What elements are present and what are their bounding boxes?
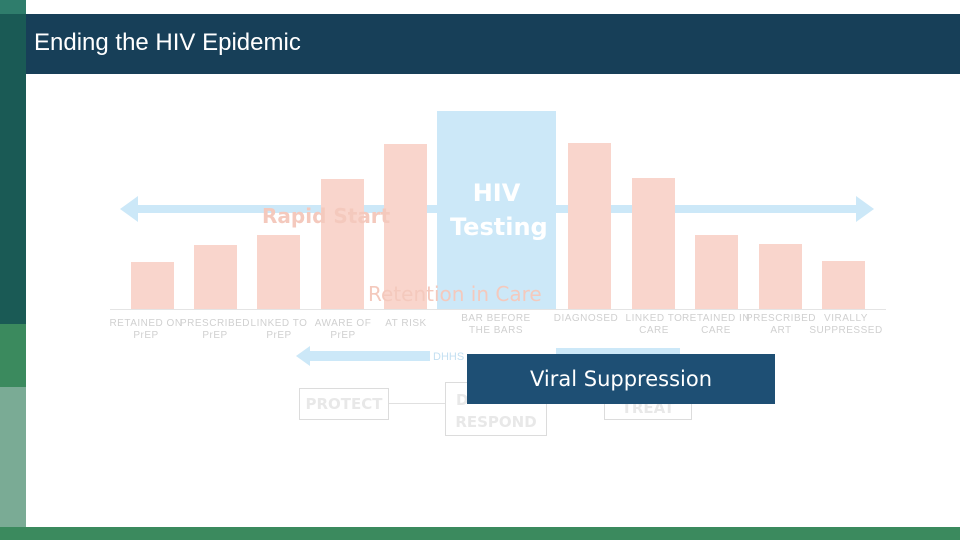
bar-label: DIAGNOSED — [553, 313, 619, 324]
cascade-bar — [257, 235, 300, 309]
bar-label: AT RISK — [385, 318, 427, 329]
arrow-left-head — [120, 196, 138, 222]
dhhs-label: DHHS — [433, 351, 465, 363]
cascade-bar — [384, 144, 427, 309]
dhhs-arrow-right — [556, 348, 680, 356]
bar-label: PRESCRIBED ART — [745, 313, 816, 336]
bar-label: RETAINED ON PrEP — [109, 318, 183, 341]
rapid-start-label: Rapid Start — [262, 204, 391, 228]
cascade-bar — [194, 245, 237, 309]
side-stripe-top — [0, 0, 26, 14]
side-stripe-dark — [0, 14, 26, 324]
retention-in-care-label: Retention in Care — [368, 282, 542, 306]
side-stripe-muted — [0, 387, 26, 527]
bar-label: BAR BEFORE THE BARS — [461, 313, 531, 336]
dhhs-arrow-left-head — [296, 346, 310, 366]
hiv-testing-label: HIV Testing — [450, 179, 548, 241]
side-stripe-green — [0, 324, 26, 387]
slide-title: Ending the HIV Epidemic — [34, 29, 301, 56]
cascade-bar — [822, 261, 865, 309]
respond-label: RESPOND — [455, 413, 537, 431]
arrow-right-head — [856, 196, 874, 222]
protect-box: PROTECT — [299, 388, 389, 420]
bar-label: RETAINED IN CARE — [681, 313, 751, 336]
cascade-bar — [568, 143, 611, 309]
protect-label: PROTECT — [305, 395, 383, 413]
bar-label: PRESCRIBED PrEP — [179, 318, 250, 341]
title-bar — [26, 14, 960, 74]
bar-label: VIRALLY SUPPRESSED — [809, 313, 883, 336]
cascade-bar — [759, 244, 802, 309]
bottom-bar — [0, 527, 960, 540]
cascade-bar — [632, 178, 675, 309]
callout-label: Viral Suppression — [529, 367, 713, 391]
connector-line — [389, 403, 445, 404]
viral-suppression-callout: Viral Suppression — [467, 354, 775, 404]
cascade-axis — [110, 309, 886, 310]
hiv-testing-highlight — [437, 111, 556, 309]
bar-label: LINKED TO CARE — [625, 313, 683, 336]
bar-label: LINKED TO PrEP — [250, 318, 308, 341]
cascade-bar — [695, 235, 738, 309]
diagnose-partial-label: D — [456, 391, 469, 409]
bar-label: AWARE OF PrEP — [314, 318, 372, 341]
cascade-bar — [131, 262, 174, 309]
cascade-bar — [321, 179, 364, 309]
dhhs-arrow-left — [310, 351, 430, 361]
